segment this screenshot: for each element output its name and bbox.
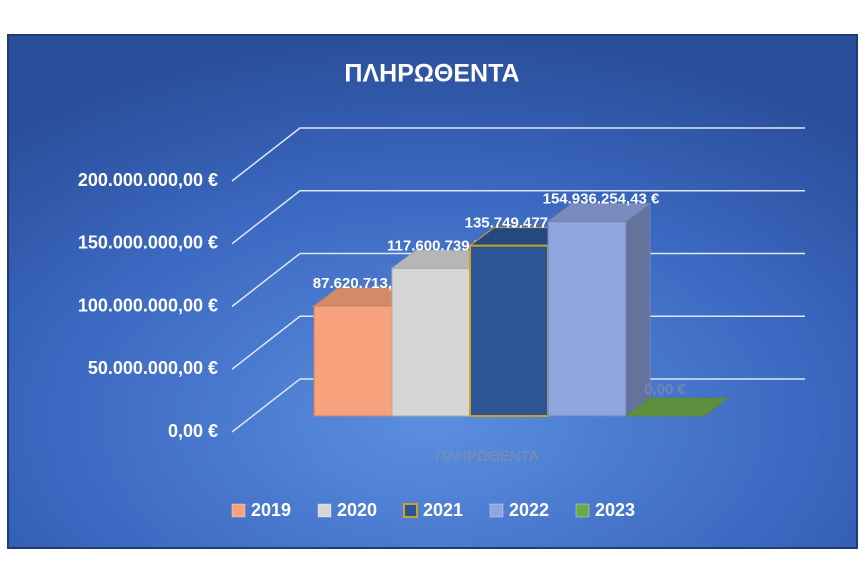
legend-label: 2023	[595, 500, 635, 520]
legend-label: 2022	[509, 500, 549, 520]
bar-top	[624, 397, 730, 417]
grid-segment	[231, 127, 805, 182]
y-tick-label: 150.000.000,00 €	[78, 233, 218, 253]
chart-title: ΠΛΗΡΩΘΕΝΤΑ	[344, 60, 519, 88]
legend-swatch	[489, 503, 504, 518]
bar-front	[469, 244, 549, 417]
y-tick-label: 0,00 €	[168, 421, 218, 441]
bar-front	[391, 267, 471, 417]
value-label: 0,00 €	[644, 381, 686, 398]
y-tick-label: 100.000.000,00 €	[78, 295, 218, 315]
bar	[546, 202, 652, 417]
legend-swatch	[317, 503, 332, 518]
legend-label: 2021	[423, 500, 463, 520]
legend-swatch	[403, 503, 418, 518]
y-tick-label: 200.000.000,00 €	[78, 170, 218, 190]
grid-segment	[231, 190, 805, 245]
bar-front	[313, 305, 393, 417]
legend-swatch	[231, 503, 246, 518]
legend-label: 2020	[337, 500, 377, 520]
value-label: 154.936.254,43 €	[543, 191, 660, 208]
bar-front	[547, 221, 627, 417]
bar	[624, 397, 730, 417]
grid-line	[231, 127, 805, 182]
legend-label: 2019	[251, 500, 291, 520]
x-tick-label: ΠΛΗΡΩΘΕΝΤΑ	[435, 448, 538, 465]
grid-line	[231, 190, 805, 245]
y-tick-label: 50.000.000,00 €	[88, 358, 218, 378]
legend-swatch	[575, 503, 590, 518]
